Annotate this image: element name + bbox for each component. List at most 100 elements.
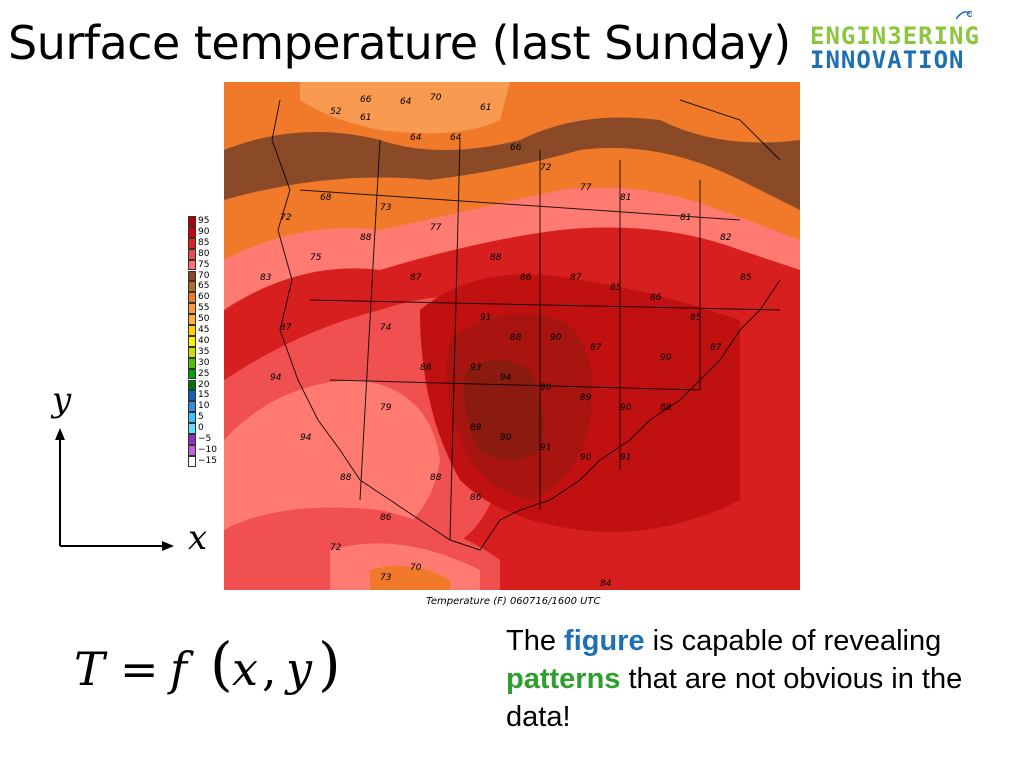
colorbar-swatch <box>188 357 196 369</box>
colorbar-label: 55 <box>198 303 210 314</box>
colorbar-label: −10 <box>198 444 217 455</box>
svg-text:52: 52 <box>330 107 342 117</box>
colorbar-swatch <box>188 226 196 238</box>
axis-y-label: y <box>52 380 72 420</box>
svg-text:72: 72 <box>330 543 342 553</box>
svg-text:88: 88 <box>340 473 352 483</box>
logo-line-1: ENGIN3ERING <box>810 22 980 50</box>
colorbar-swatch <box>188 455 196 467</box>
colorbar-swatch <box>188 368 196 380</box>
formula-comma: , <box>262 642 277 696</box>
svg-text:90: 90 <box>500 433 512 443</box>
svg-text:88: 88 <box>510 333 522 343</box>
logo-swoosh-icon <box>956 10 972 20</box>
colorbar-label: 60 <box>198 292 210 303</box>
svg-text:64: 64 <box>450 133 462 143</box>
svg-text:88: 88 <box>420 363 432 373</box>
colorbar-swatch <box>188 325 196 336</box>
svg-text:94: 94 <box>300 433 312 443</box>
svg-text:86: 86 <box>520 273 532 283</box>
colorbar-label: 40 <box>198 335 210 346</box>
colorbar-swatch <box>188 237 196 249</box>
svg-text:88: 88 <box>660 403 672 413</box>
svg-text:68: 68 <box>320 193 332 203</box>
slide-title: Surface temperature (last Sunday) <box>8 16 791 70</box>
colorbar-label: −5 <box>198 434 212 444</box>
svg-text:93: 93 <box>470 363 482 373</box>
axis-x-label: x <box>188 518 208 558</box>
colorbar-label: 80 <box>198 248 210 259</box>
colorbar-label: 5 <box>198 412 204 423</box>
svg-text:91: 91 <box>540 443 551 453</box>
svg-text:90: 90 <box>580 453 592 463</box>
svg-text:61: 61 <box>360 113 371 123</box>
svg-text:90: 90 <box>620 403 632 413</box>
svg-text:90: 90 <box>540 383 552 393</box>
svg-text:64: 64 <box>400 97 412 107</box>
svg-text:89: 89 <box>580 393 592 403</box>
svg-text:84: 84 <box>600 579 612 589</box>
svg-text:81: 81 <box>620 193 631 203</box>
svg-text:86: 86 <box>650 293 662 303</box>
colorbar-swatch <box>188 270 196 282</box>
svg-text:73: 73 <box>380 573 392 583</box>
colorbar-swatch <box>188 444 196 456</box>
svg-text:87: 87 <box>280 323 292 333</box>
colorbar-label: 65 <box>198 281 210 292</box>
svg-text:66: 66 <box>360 95 372 105</box>
colorbar-swatch <box>188 303 196 315</box>
svg-text:88: 88 <box>430 473 442 483</box>
colorbar-swatch <box>188 281 196 293</box>
note-text: The figure is capable of revealing patte… <box>506 622 976 736</box>
svg-text:88: 88 <box>490 253 502 263</box>
svg-text:83: 83 <box>260 273 272 283</box>
svg-text:90: 90 <box>660 353 672 363</box>
colorbar-label: 45 <box>198 325 210 335</box>
colorbar-swatch <box>188 434 196 445</box>
map-caption: Temperature (F) 060716/1600 UTC <box>426 596 601 607</box>
engineering-innovation-logo: ENGIN3ERING INNOVATION <box>806 10 1016 74</box>
formula-T: T <box>74 642 105 696</box>
colorbar-swatch <box>188 259 196 271</box>
note-part-3: that are not obvious in the data! <box>506 663 963 733</box>
x-arrow-icon <box>162 541 174 551</box>
svg-text:87: 87 <box>410 273 422 283</box>
svg-text:82: 82 <box>720 233 732 243</box>
svg-text:64: 64 <box>410 133 422 143</box>
colorbar-label: 10 <box>198 401 210 412</box>
colorbar-label: 15 <box>198 390 210 401</box>
svg-text:77: 77 <box>580 183 592 193</box>
svg-text:90: 90 <box>550 333 562 343</box>
colorbar-label: 30 <box>198 357 210 368</box>
axes-arrows <box>55 428 174 551</box>
note-highlight-figure: figure <box>564 625 645 657</box>
formula-equals: = <box>120 642 159 696</box>
svg-text:70: 70 <box>430 93 442 103</box>
colorbar-label: 20 <box>198 379 210 390</box>
colorbar-label: 75 <box>198 259 210 270</box>
colorbar-swatch <box>188 335 196 347</box>
svg-text:61: 61 <box>480 103 491 113</box>
colorbar-swatch <box>188 346 196 358</box>
svg-text:75: 75 <box>310 253 322 263</box>
colorbar-label: −15 <box>198 455 217 466</box>
temperature-map: 66 64 70 52 61 61 64 64 66 72 77 81 81 82 88 86 87 8… <box>180 80 800 612</box>
colorbar-swatch <box>188 314 196 325</box>
colorbar-label: 70 <box>198 270 210 281</box>
svg-text:87: 87 <box>710 343 722 353</box>
formula: T = f ( x , y ) <box>72 630 362 710</box>
svg-text:87: 87 <box>570 273 582 283</box>
note-part-2: is capable of revealing <box>644 625 942 657</box>
colorbar-swatch <box>188 423 196 434</box>
svg-text:85: 85 <box>690 313 702 323</box>
formula-y: y <box>286 642 312 696</box>
colorbar-label: 95 <box>198 216 210 226</box>
colorbar-label: 25 <box>198 368 210 379</box>
y-arrow-icon <box>55 428 65 440</box>
svg-text:74: 74 <box>380 323 392 333</box>
svg-text:77: 77 <box>430 223 442 233</box>
note-part-1: The <box>506 625 565 657</box>
svg-text:79: 79 <box>380 403 392 413</box>
svg-text:86: 86 <box>470 493 482 503</box>
colorbar-swatch <box>188 401 196 413</box>
